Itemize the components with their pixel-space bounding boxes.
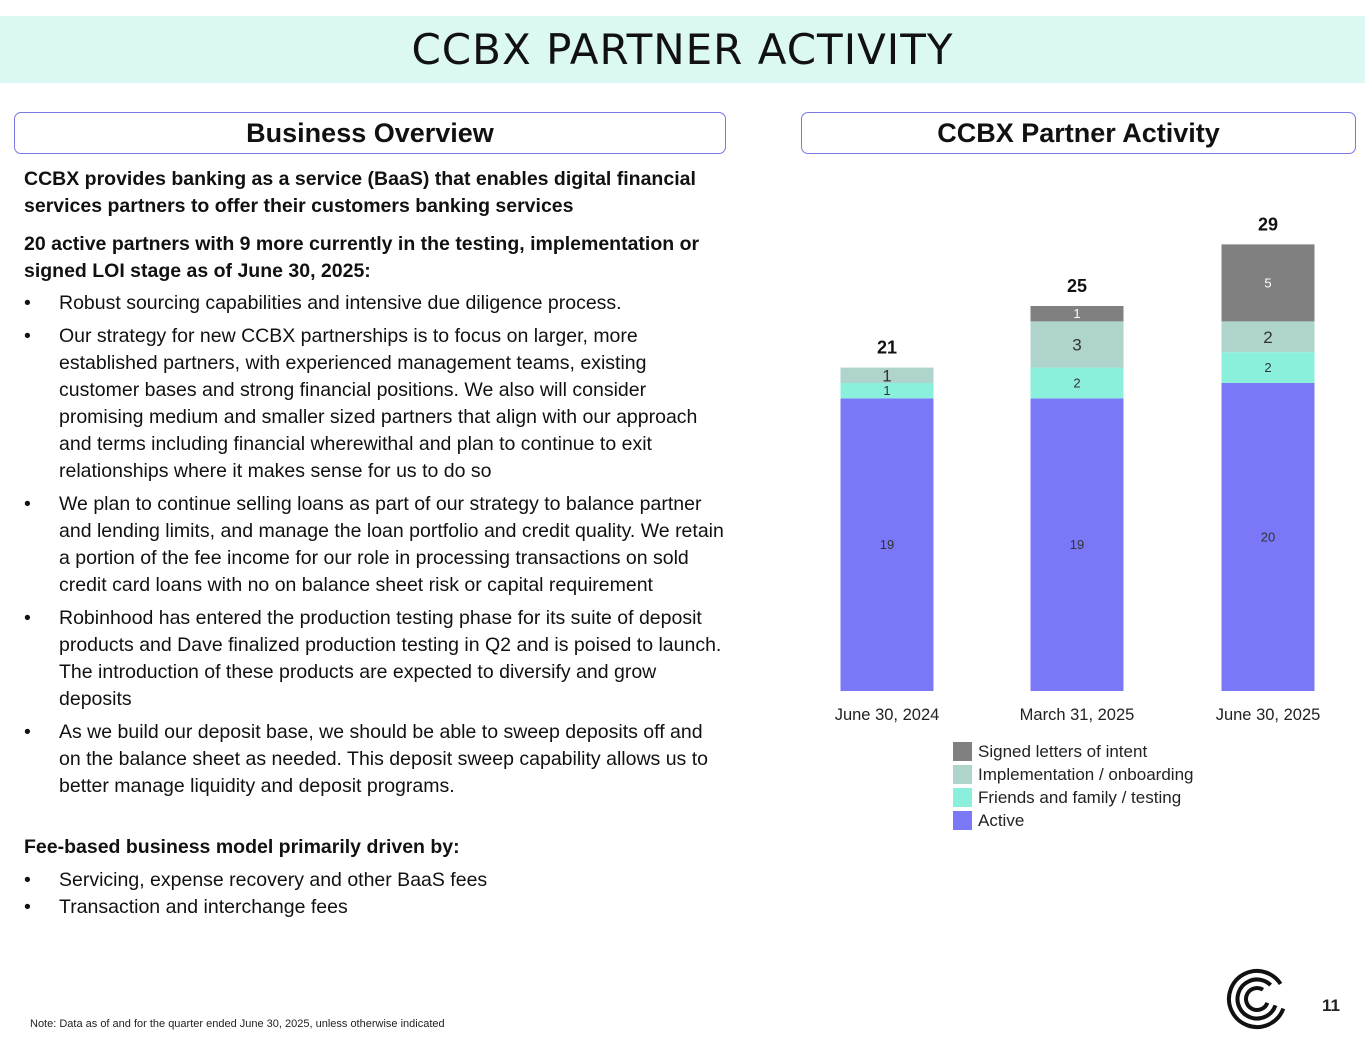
ccb-logo-icon [1226, 968, 1288, 1035]
list-item: • Servicing, expense recovery and other B… [24, 869, 488, 891]
data-label: 20 [1261, 530, 1275, 545]
bar-segment [1221, 244, 1315, 322]
list-item: • Robust sourcing capabilities and intens… [24, 292, 622, 314]
list-item: • Robinhood has entered the production te… [24, 607, 722, 710]
total-label: 25 [1067, 276, 1087, 296]
bar-segment [840, 383, 934, 399]
footnote: Note: Data as of and for the quarter end… [30, 1018, 445, 1030]
data-label: 1 [883, 383, 890, 398]
list-item: • Our strategy for new CCBX partnerships … [24, 325, 698, 482]
x-tick-label: June 30, 2025 [1216, 706, 1321, 724]
bar-segment [1221, 383, 1315, 691]
intro-text: CCBX provides banking as a service (BaaS… [24, 168, 696, 217]
legend-item: Signed letters of intent [953, 740, 1193, 763]
legend-item: Active [953, 809, 1193, 832]
x-tick-label: March 31, 2025 [1020, 706, 1135, 724]
legend-swatch [953, 765, 972, 784]
bar-segment [1030, 398, 1124, 691]
title-band: CCBX PARTNER ACTIVITY [0, 16, 1365, 83]
page-number: 11 [1322, 996, 1340, 1015]
data-label: 2 [1263, 328, 1272, 347]
overview-bullet-list: • Robust sourcing capabilities and intens… [24, 290, 724, 800]
list-item: • Transaction and interchange fees [24, 896, 348, 918]
data-label: 1 [882, 366, 891, 385]
data-label: 19 [1070, 537, 1084, 552]
legend-label: Signed letters of intent [978, 741, 1148, 761]
chart-legend: Signed letters of intent Implementation /… [953, 740, 1193, 832]
bar-segment [1221, 321, 1315, 353]
list-item: • As we build our deposit base, we should… [24, 721, 708, 797]
data-label: 2 [1264, 360, 1271, 375]
legend-label: Friends and family / testing [978, 787, 1182, 807]
partners-summary: 20 active partners with 9 more currently… [24, 233, 700, 282]
legend-item: Friends and family / testing [953, 786, 1193, 809]
page-title: CCBX PARTNER ACTIVITY [411, 25, 954, 74]
bar-segment [1030, 321, 1124, 368]
x-tick-label: June 30, 2024 [835, 706, 940, 724]
partner-activity-heading: CCBX Partner Activity [801, 112, 1356, 154]
legend-swatch [953, 742, 972, 761]
legend-item: Implementation / onboarding [953, 763, 1193, 786]
legend-label: Active [978, 810, 1025, 830]
bar-segment [840, 398, 934, 691]
data-label: 1 [1073, 306, 1080, 321]
data-label: 3 [1072, 336, 1081, 355]
data-label: 19 [880, 537, 894, 552]
bar-segment [840, 367, 934, 383]
bar-segment [1030, 367, 1124, 399]
fee-bullet-list: • Servicing, expense recovery and other B… [24, 867, 724, 921]
bar-segment [1221, 352, 1315, 383]
list-item: • We plan to continue selling loans as pa… [24, 493, 724, 596]
total-label: 21 [877, 338, 897, 358]
data-label: 5 [1264, 275, 1271, 290]
business-overview-heading: Business Overview [14, 112, 726, 154]
total-label: 29 [1258, 214, 1278, 234]
business-overview-text: CCBX provides banking as a service (BaaS… [24, 166, 724, 921]
legend-swatch [953, 811, 972, 830]
fee-heading: Fee-based business model primarily drive… [24, 836, 460, 858]
legend-swatch [953, 788, 972, 807]
bar-segment [1030, 306, 1124, 322]
legend-label: Implementation / onboarding [978, 764, 1194, 784]
data-label: 2 [1073, 376, 1080, 391]
